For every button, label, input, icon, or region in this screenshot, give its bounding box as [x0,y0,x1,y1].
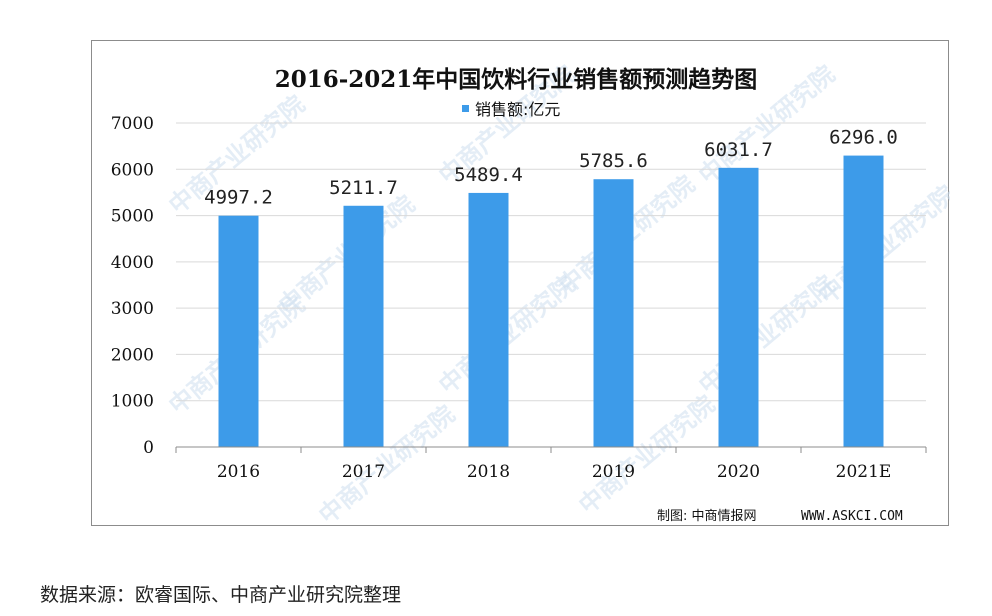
chart-frame: 中商产业研究院 中商产业研究院 中商产业研究院 中商产业研究院 中商产业研究院 中商产业研… [91,40,950,527]
y-tick-label: 7000 [111,114,154,134]
y-tick-label: 6000 [111,160,154,180]
y-tick-label: 1000 [111,392,154,412]
chart-credit: 制图: 中商情报网 WWW.ASKCI.COM [657,509,903,524]
credit-url: WWW.ASKCI.COM [801,509,903,524]
value-label: 5211.7 [329,177,398,199]
bar [343,205,384,447]
value-label: 6296.0 [829,127,898,149]
credit-label: 制图: 中商情报网 [657,509,757,524]
chart-title: 2016-2021年中国饮料行业销售额预测趋势图 [275,66,758,93]
bar [468,192,509,447]
x-tick-label: 2018 [467,462,510,482]
source-note: 数据来源：欧睿国际、中商产业研究院整理 [40,584,402,606]
bar [593,179,634,448]
legend-swatch [462,105,469,112]
legend: 销售额:亿元 [462,100,560,119]
x-tick-label: 2021E [836,462,892,482]
y-tick-label: 3000 [111,299,154,319]
x-tick-label: 2020 [717,462,760,482]
x-tick-label: 2017 [342,462,385,482]
value-label: 5785.6 [579,150,648,172]
watermark-text: 中商产业研究院 [314,400,461,527]
x-tick-label: 2016 [217,462,260,482]
bar [718,167,759,447]
y-tick-label: 5000 [111,207,154,227]
value-label: 5489.4 [454,164,523,186]
bar [218,215,259,447]
bar [843,155,884,447]
labels: 0 1000 2000 3000 4000 5000 6000 7000 4997.2 2016 5… [111,114,898,482]
y-tick-label: 4000 [111,253,154,273]
gridlines [176,122,926,402]
y-tick-label: 0 [143,438,154,458]
y-tick-label: 2000 [111,345,154,365]
axes [175,446,927,453]
x-tick-label: 2019 [592,462,635,482]
value-label: 6031.7 [704,139,773,161]
bars [218,155,884,448]
legend-label: 销售额:亿元 [475,100,560,119]
value-label: 4997.2 [204,187,273,209]
